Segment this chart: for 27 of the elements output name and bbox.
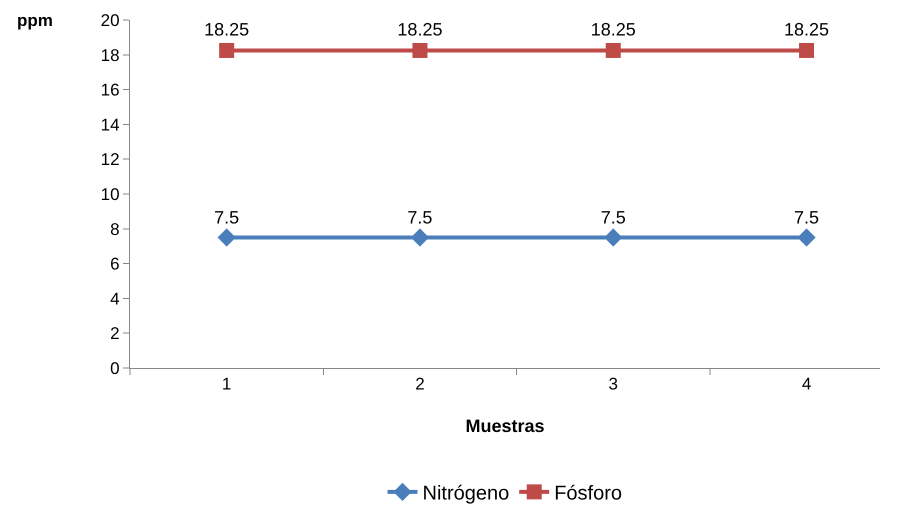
legend-label: Nitrógeno [422, 482, 510, 505]
y-tick-label: 0 [110, 358, 120, 378]
data-label: 7.5 [600, 207, 626, 228]
y-tick-label: 2 [110, 324, 120, 344]
y-axis-title: ppm [17, 11, 53, 30]
x-tick-label: 1 [222, 374, 232, 394]
x-tick-label: 2 [415, 374, 425, 394]
y-tick-label: 4 [110, 289, 120, 308]
x-tick-label: 3 [608, 374, 618, 394]
data-label: 18.25 [784, 20, 830, 40]
y-tick-label: 16 [100, 80, 120, 100]
data-label: 18.25 [397, 20, 442, 40]
x-axis-title: Muestras [465, 416, 545, 436]
x-tick-label: 4 [802, 374, 812, 394]
y-tick-label: 8 [110, 220, 120, 239]
y-tick-label: 18 [100, 46, 120, 65]
y-tick-label: 12 [100, 150, 120, 170]
data-label: 7.5 [214, 207, 240, 228]
data-label: 7.5 [407, 207, 432, 228]
y-tick-label: 20 [100, 10, 120, 30]
y-tick-label: 10 [100, 184, 120, 204]
y-tick-label: 6 [110, 254, 120, 274]
legend-label: Fósforo [554, 482, 622, 505]
data-label: 18.25 [204, 20, 250, 40]
data-label: 18.25 [590, 20, 636, 40]
data-label: 7.5 [794, 207, 820, 228]
y-tick-label: 14 [100, 115, 120, 134]
